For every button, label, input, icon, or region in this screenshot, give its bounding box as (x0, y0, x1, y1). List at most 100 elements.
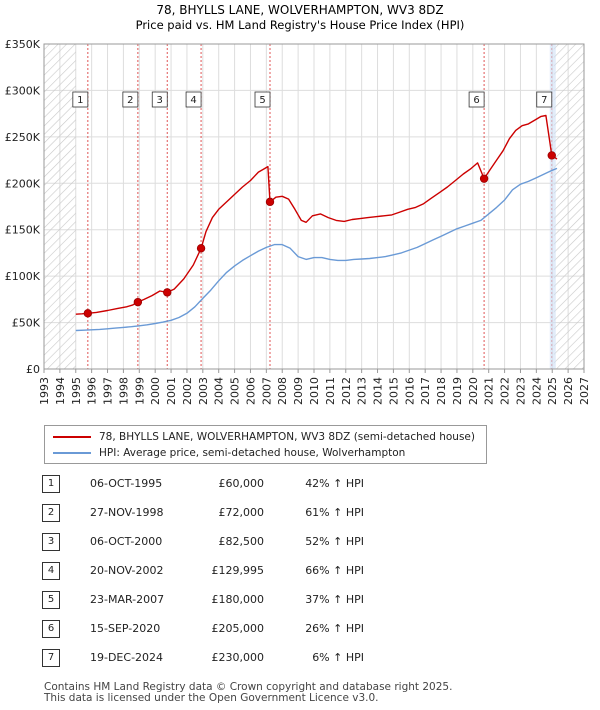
x-tick-label: 2022 (499, 377, 512, 405)
transaction-date: 15-SEP-2020 (90, 622, 161, 635)
transaction-point (83, 309, 93, 318)
x-tick-label: 2013 (356, 377, 369, 405)
table-row: 2 27-NOV-1998 £72,000 61% ↑ HPI (42, 504, 582, 524)
transaction-label-box (536, 91, 553, 108)
legend-item-property: 78, BHYLLS LANE, WOLVERHAMPTON, WV3 8DZ … (53, 429, 475, 445)
transaction-label: 7 (541, 95, 547, 106)
x-tick-label: 1993 (38, 377, 51, 405)
transaction-point (133, 297, 143, 307)
transaction-label-box (72, 91, 89, 108)
x-tick-label: 1998 (117, 377, 130, 405)
legend-item-hpi: HPI: Average price, semi-detached house,… (53, 445, 405, 461)
x-tick-label: 2012 (340, 377, 353, 405)
x-tick-label: 1999 (133, 377, 146, 405)
x-tick-label: 2024 (530, 377, 543, 405)
transaction-number: 2 (42, 504, 60, 522)
transaction-label-box (151, 91, 168, 108)
property-series-line (75, 114, 558, 315)
x-tick-label: 2002 (181, 377, 194, 405)
x-tick-label: 2021 (483, 377, 496, 405)
transaction-date: 06-OCT-2000 (90, 535, 163, 548)
price-chart: 78, BHYLLS LANE, WOLVERHAMPTON, WV3 8DZ … (5, 3, 591, 405)
x-tick-label: 2017 (419, 377, 432, 405)
x-tick-label: 2023 (514, 377, 527, 405)
transaction-label-box (468, 91, 485, 108)
transaction-label-box (254, 91, 271, 108)
transaction-hpi: 26% ↑ HPI (305, 622, 364, 635)
x-tick-label: 2016 (403, 377, 416, 405)
x-tick-label: 2000 (149, 377, 162, 405)
footer-line-licence: This data is licensed under the Open Gov… (44, 692, 379, 704)
transaction-point (163, 288, 172, 297)
table-row: 1 06-OCT-1995 £60,000 42% ↑ HPI (42, 475, 582, 495)
x-tick-label: 2006 (244, 377, 257, 405)
chart-legend: 78, BHYLLS LANE, WOLVERHAMPTON, WV3 8DZ … (44, 425, 487, 464)
legend-label-property: 78, BHYLLS LANE, WOLVERHAMPTON, WV3 8DZ … (99, 431, 475, 443)
transaction-number: 7 (42, 649, 60, 667)
legend-label-hpi: HPI: Average price, semi-detached house,… (99, 447, 406, 459)
x-tick-label: 2004 (213, 377, 226, 405)
recent-highlight-band (549, 44, 556, 369)
x-tick-label: 2020 (467, 377, 480, 405)
transaction-label: 4 (190, 95, 196, 106)
transaction-price: £205,000 (211, 622, 265, 635)
hpi-series-line (75, 167, 558, 332)
x-tick-label: 2014 (372, 377, 385, 405)
transaction-label: 2 (127, 95, 133, 106)
chart-title: 78, BHYLLS LANE, WOLVERHAMPTON, WV3 8DZ (156, 3, 443, 17)
transaction-number: 3 (42, 533, 60, 551)
x-tick-label: 2018 (435, 377, 448, 405)
table-row: 4 20-NOV-2002 £129,995 66% ↑ HPI (42, 562, 582, 582)
x-tick-label: 2009 (292, 377, 305, 405)
transaction-label: 3 (157, 95, 163, 106)
legend-swatch-property (53, 436, 91, 438)
x-tick-label: 2005 (229, 377, 242, 405)
transaction-price: £72,000 (218, 506, 265, 519)
transaction-label: 1 (77, 95, 83, 106)
transaction-date: 23-MAR-2007 (90, 593, 165, 606)
y-tick-label: £350K (5, 38, 41, 51)
x-tick-label: 2010 (308, 377, 321, 405)
transaction-price: £129,995 (211, 564, 265, 577)
table-row: 6 15-SEP-2020 £205,000 26% ↑ HPI (42, 620, 582, 640)
x-tick-label: 2001 (165, 377, 178, 405)
x-tick-label: 1995 (70, 377, 83, 405)
transaction-point (196, 244, 206, 253)
y-tick-label: £150K (5, 224, 41, 237)
transaction-hpi: 66% ↑ HPI (305, 564, 364, 577)
transaction-price: £230,000 (211, 651, 265, 664)
transaction-hpi: 52% ↑ HPI (305, 535, 364, 548)
transaction-point (265, 197, 275, 207)
transaction-price: £82,500 (218, 535, 265, 548)
transaction-hpi: 61% ↑ HPI (305, 506, 364, 519)
transaction-date: 27-NOV-1998 (90, 506, 164, 519)
transaction-date: 19-DEC-2024 (90, 651, 164, 664)
transaction-number: 6 (42, 620, 60, 638)
x-tick-label: 1997 (102, 377, 115, 405)
x-tick-label: 2025 (546, 377, 559, 405)
y-tick-label: £100K (5, 270, 41, 283)
transaction-number: 5 (42, 591, 60, 609)
transaction-label: 5 (259, 95, 265, 106)
transaction-hpi: 37% ↑ HPI (305, 593, 364, 606)
y-tick-label: £250K (5, 131, 41, 144)
x-tick-label: 2019 (451, 377, 464, 405)
transaction-hpi: 42% ↑ HPI (305, 477, 364, 490)
y-tick-label: £50K (12, 317, 41, 330)
table-row: 5 23-MAR-2007 £180,000 37% ↑ HPI (42, 591, 582, 611)
transaction-date: 20-NOV-2002 (90, 564, 164, 577)
transaction-hpi: 6% ↑ HPI (312, 651, 364, 664)
transaction-number: 1 (42, 475, 60, 493)
transaction-number: 4 (42, 562, 60, 580)
transaction-date: 06-OCT-1995 (90, 477, 163, 490)
x-tick-label: 2003 (197, 377, 210, 405)
transaction-price: £180,000 (211, 593, 265, 606)
chart-subtitle: Price paid vs. HM Land Registry's House … (136, 18, 465, 32)
y-tick-label: £300K (5, 84, 41, 97)
x-tick-label: 2026 (562, 377, 575, 405)
transaction-point (479, 174, 489, 183)
footer-line-copyright: Contains HM Land Registry data © Crown c… (44, 681, 453, 693)
hatch-region-before (44, 44, 76, 369)
transaction-price: £60,000 (218, 477, 265, 490)
legend-swatch-hpi (53, 452, 91, 454)
